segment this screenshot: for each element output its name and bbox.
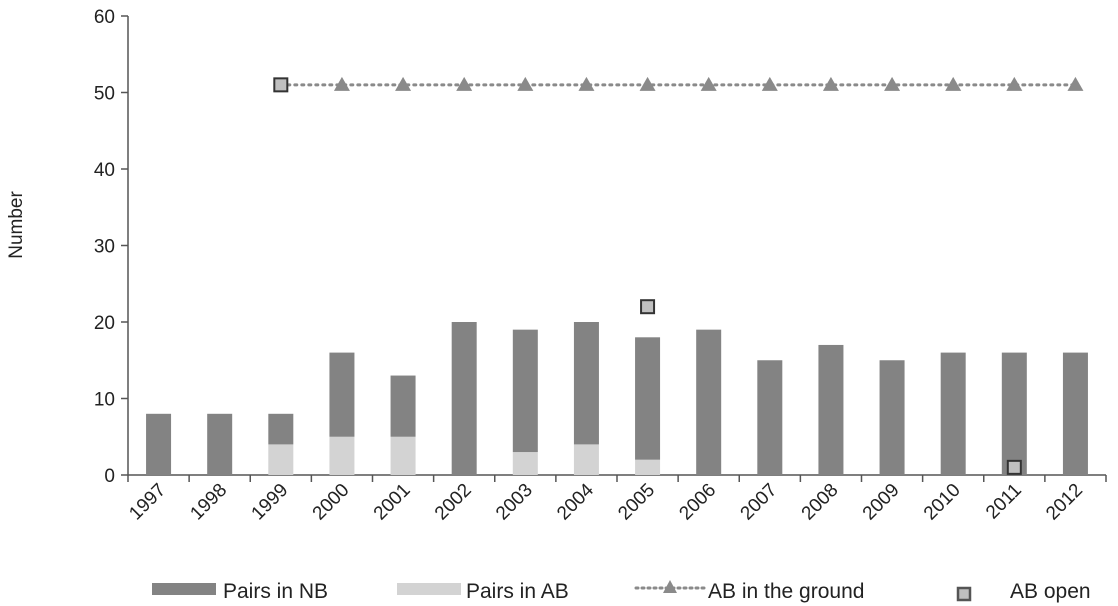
ab-in-ground-point [884, 76, 901, 91]
bar-pairs-in-nb [451, 322, 477, 475]
bar-pairs-in-nb [696, 329, 722, 475]
x-tick-label: 1997 [125, 480, 170, 525]
ab-open-point [1006, 459, 1022, 475]
ab-open-point [640, 299, 656, 315]
y-tick-label: 10 [94, 390, 115, 411]
x-tick-label: 2008 [798, 480, 843, 525]
legend-label-pairs-in-nb: Pairs in NB [223, 580, 328, 603]
ab-in-ground-line [279, 76, 1084, 91]
bar-pairs-in-ab [635, 459, 661, 475]
bar-pairs-in-ab [268, 444, 294, 475]
x-tick-label: 2002 [431, 480, 476, 525]
bar-pairs-in-nb [268, 413, 294, 445]
ab-in-ground-point [1006, 76, 1023, 91]
bar-pairs-in-nb [1062, 352, 1088, 475]
x-tick-label: 2009 [859, 480, 904, 525]
legend-label-ab-in-ground: AB in the ground [708, 580, 864, 603]
ab-in-ground-point [1067, 76, 1084, 91]
legend-marker-ab-open [956, 586, 972, 602]
y-tick-label: 60 [94, 7, 115, 28]
ab-in-ground-point [639, 76, 656, 91]
y-tick-label: 50 [94, 84, 115, 105]
ab-in-ground-point [517, 76, 534, 91]
ab-in-ground-point [395, 76, 412, 91]
ab-in-ground-point [578, 76, 595, 91]
bar-pairs-in-ab [512, 452, 538, 475]
x-tick-label: 2010 [920, 480, 965, 525]
legend-marker-ab-in-ground [663, 580, 677, 593]
x-tick-label: 2006 [675, 480, 720, 525]
x-tick-label: 2011 [982, 480, 1026, 524]
bar-pairs-in-ab [573, 444, 599, 475]
y-tick-label: 30 [94, 237, 115, 258]
ab-in-ground-point [456, 76, 473, 91]
y-tick-label: 20 [94, 313, 115, 334]
bar-pairs-in-nb [635, 337, 661, 460]
bars [146, 322, 1088, 475]
bar-pairs-in-nb [818, 344, 844, 475]
bar-pairs-in-nb [146, 413, 172, 475]
x-tick-label: 2001 [370, 480, 415, 525]
x-tick-label: 2007 [737, 480, 782, 525]
ab-in-ground-point [333, 76, 350, 91]
x-tick-labels: 1997 1998 1999 2000 2001 2002 2003 2004 2005 2006… [125, 475, 1107, 525]
x-tick-label: 2004 [553, 479, 598, 524]
x-tick-label: 2000 [309, 480, 354, 525]
ab-open-point [273, 77, 289, 93]
y-tick-label: 0 [104, 466, 115, 487]
ab-in-ground-point [945, 76, 962, 91]
legend-label-ab-open: AB open [1010, 580, 1091, 603]
x-tick-label: 1998 [186, 480, 231, 525]
ab-open-markers [273, 77, 1022, 475]
legend-swatch-pairs-in-ab [397, 583, 461, 595]
bar-pairs-in-nb [1001, 352, 1027, 475]
ab-in-ground-point [761, 76, 778, 91]
bar-pairs-in-nb [940, 352, 966, 475]
y-tick-labels: 0 10 20 30 40 50 60 [94, 7, 128, 487]
legend-swatch-pairs-in-nb [152, 583, 216, 595]
bar-pairs-in-ab [329, 436, 355, 475]
bar-pairs-in-nb [207, 413, 233, 475]
y-tick-label: 40 [94, 160, 115, 181]
y-axis-label: Number [6, 191, 27, 259]
bar-pairs-in-nb [757, 360, 783, 475]
x-tick-label: 1999 [248, 480, 293, 525]
legend: Pairs in NB Pairs in AB AB in the ground… [152, 580, 1091, 603]
bar-pairs-in-nb [573, 322, 599, 445]
ab-in-ground-point [700, 76, 717, 91]
x-tick-label: 2005 [614, 480, 659, 525]
x-tick-label: 2003 [492, 480, 537, 525]
legend-label-pairs-in-ab: Pairs in AB [466, 580, 569, 603]
bar-pairs-in-nb [879, 360, 905, 475]
bar-pairs-in-nb [390, 375, 416, 437]
bar-pairs-in-nb [329, 352, 355, 437]
bar-pairs-in-nb [512, 329, 538, 453]
ab-in-ground-point [822, 76, 839, 91]
bar-pairs-in-ab [390, 436, 416, 475]
x-tick-label: 2012 [1042, 480, 1087, 525]
